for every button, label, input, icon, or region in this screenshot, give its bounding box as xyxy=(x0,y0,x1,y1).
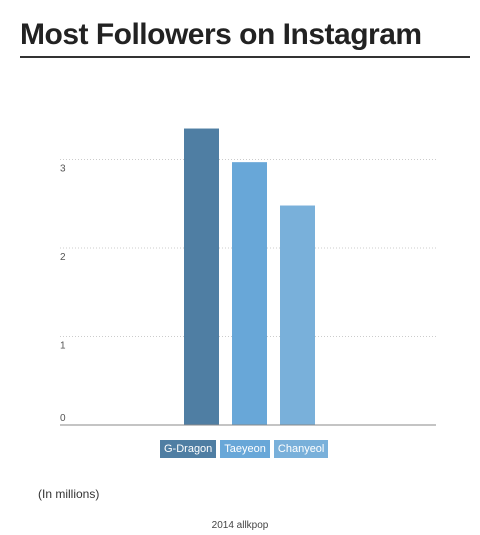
legend: G-Dragon Taeyeon Chanyeol xyxy=(160,440,329,458)
units-note: (In millions) xyxy=(38,487,100,501)
y-tick-label: 1 xyxy=(60,341,66,352)
bar-chanyeol xyxy=(280,205,315,425)
source-credit: 2014 allkpop xyxy=(211,520,269,531)
legend-item-g-dragon: G-Dragon xyxy=(160,440,217,458)
chart-title: Most Followers on Instagram xyxy=(20,18,422,51)
y-tick-label: 2 xyxy=(60,252,66,263)
title-underline xyxy=(20,56,470,58)
bar-taeyeon xyxy=(232,162,267,425)
legend-item-taeyeon: Taeyeon xyxy=(220,440,270,458)
y-tick-label: 3 xyxy=(60,164,66,175)
bars xyxy=(184,128,315,425)
legend-item-chanyeol: Chanyeol xyxy=(273,440,329,458)
y-tick-labels: 0 1 2 3 xyxy=(60,164,66,425)
bar-g-dragon xyxy=(184,128,219,425)
y-tick-label: 0 xyxy=(60,413,66,424)
